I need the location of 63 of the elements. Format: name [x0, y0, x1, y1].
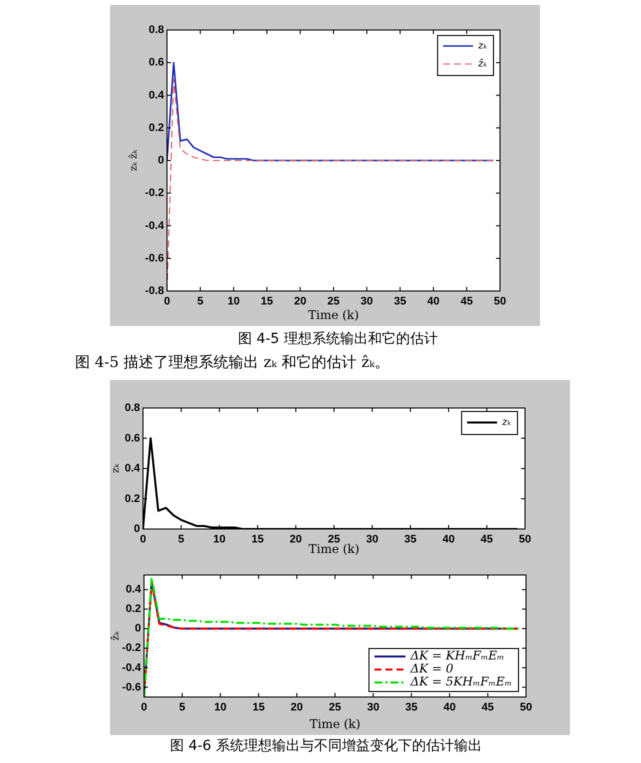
y-axis-title: zₖ: [110, 464, 122, 473]
x-tick-label: 45: [482, 702, 494, 714]
x-tick-label: 10: [213, 534, 226, 546]
y-tick-label: 0.4: [126, 584, 142, 596]
y-tick-label: 0.2: [126, 603, 141, 616]
y-tick-label: 0: [134, 622, 141, 635]
x-tick-label: 45: [460, 296, 473, 308]
y-tick-label: -0.6: [145, 252, 164, 264]
x-tick-label: 25: [327, 296, 340, 308]
x-tick-label: 10: [227, 296, 240, 308]
x-tick-label: 45: [480, 534, 493, 546]
legend-label: ẑₖ: [477, 58, 488, 70]
y-tick-label: -0.2: [122, 642, 141, 654]
x-tick-label: 35: [394, 296, 406, 308]
y-tick-label: 0.2: [124, 492, 140, 505]
legend-label: ΔK = 0: [409, 662, 454, 676]
y-tick-label: -0.2: [145, 187, 164, 200]
y-tick-label: 0.6: [124, 432, 140, 444]
x-tick-label: 5: [179, 702, 186, 714]
y-tick-label: 0.4: [124, 462, 141, 475]
x-tick-label: 35: [405, 702, 418, 714]
x-tick-label: 15: [260, 296, 274, 308]
y-tick-label: 0: [158, 154, 164, 167]
x-tick-label: 35: [404, 534, 417, 546]
y-tick-label: -0.4: [145, 220, 165, 232]
x-tick-label: 15: [252, 702, 265, 714]
y-tick-label: 0.4: [148, 89, 165, 102]
x-tick-label: 50: [494, 296, 506, 308]
legend-label: zₖ: [477, 40, 488, 52]
x-tick-label: 50: [518, 534, 532, 546]
x-tick-label: 30: [367, 702, 380, 714]
x-tick-label: 20: [290, 534, 302, 546]
x-tick-label: 5: [197, 296, 204, 308]
x-tick-label: 15: [251, 534, 264, 546]
y-tick-label: 0.6: [148, 56, 164, 69]
x-axis-title: Time (k): [308, 308, 359, 322]
caption: 图 4-5 描述了理想系统输出 zₖ 和它的估计 ẑₖ。: [75, 353, 390, 372]
x-tick-label: 30: [366, 534, 378, 546]
y-tick-label: -0.8: [145, 285, 164, 298]
caption: 图 4-6 系统理想输出与不同增益变化下的估计输出: [170, 737, 482, 755]
x-tick-label: 5: [178, 534, 184, 546]
legend-label: ΔK = KHₘFₘEₘ: [409, 648, 504, 663]
y-tick-label: 0: [134, 523, 140, 536]
y-tick-label: 0.8: [148, 24, 164, 36]
x-tick-label: 40: [427, 296, 440, 308]
y-tick-label: -0.4: [122, 662, 142, 674]
y-axis-title: ẑₖ: [110, 631, 122, 640]
x-tick-label: 30: [360, 296, 373, 308]
x-tick-label: 10: [214, 702, 227, 714]
x-tick-label: 50: [520, 702, 532, 714]
y-axis-title: zₖ ẑₖ: [128, 150, 140, 172]
x-axis-title: Time (k): [310, 716, 360, 731]
x-tick-label: 40: [442, 534, 455, 546]
x-tick-label: 20: [294, 296, 306, 308]
x-tick-label: 40: [443, 702, 456, 714]
y-tick-label: 0.8: [124, 402, 140, 414]
caption: 图 4-5 理想系统输出和它的估计: [238, 330, 438, 348]
legend-label: zₖ: [501, 417, 512, 428]
legend-label: ΔK = 5KHₘFₘEₘ: [409, 674, 512, 689]
x-tick-label: 25: [328, 702, 342, 714]
x-tick-label: 20: [290, 702, 303, 714]
y-tick-label: 0.2: [148, 122, 164, 134]
y-tick-label: -0.6: [122, 681, 141, 694]
